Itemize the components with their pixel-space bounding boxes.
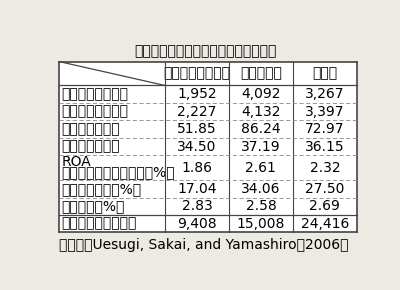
Text: 2.69: 2.69 [310,199,340,213]
Text: 2.61: 2.61 [246,161,276,175]
Text: 2.83: 2.83 [182,199,212,213]
Text: 51.85: 51.85 [177,122,217,136]
Text: 支払金利（%）: 支払金利（%） [62,199,125,213]
Text: 34.50: 34.50 [177,139,217,153]
Text: 特別保証利用企業: 特別保証利用企業 [164,66,230,81]
Text: 2.58: 2.58 [246,199,276,213]
Text: （資料）Uesugi, Sakai, and Yamashiro（2006）: （資料）Uesugi, Sakai, and Yamashiro（2006） [59,238,349,252]
Text: 1,952: 1,952 [177,87,217,101]
Text: 表１　対象企業の基礎統計（平均値）: 表１ 対象企業の基礎統計（平均値） [134,44,276,58]
Text: 売上高（百万円）: 売上高（百万円） [62,105,129,119]
Text: 17.04: 17.04 [177,182,217,196]
Text: 非利用企業: 非利用企業 [240,66,282,81]
Text: ROA: ROA [62,155,92,169]
Text: 全企業: 全企業 [312,66,338,81]
Text: 9,408: 9,408 [177,217,217,231]
Text: 企業年齢（年）: 企業年齢（年） [62,139,120,153]
Text: （営業利益総資産比率；%）: （営業利益総資産比率；%） [62,165,176,179]
Text: 24,416: 24,416 [301,217,349,231]
Text: 2.32: 2.32 [310,161,340,175]
Text: 36.15: 36.15 [305,139,345,153]
Text: 34.06: 34.06 [241,182,281,196]
Text: 3,267: 3,267 [305,87,345,101]
Text: 4,092: 4,092 [241,87,281,101]
Text: 37.19: 37.19 [241,139,281,153]
Text: 2,227: 2,227 [177,105,217,119]
Text: 72.97: 72.97 [305,122,345,136]
Text: 15,008: 15,008 [237,217,285,231]
Text: 1.86: 1.86 [182,161,212,175]
Text: 4,132: 4,132 [241,105,281,119]
Text: 27.50: 27.50 [305,182,344,196]
Text: サンプル数（延べ）: サンプル数（延べ） [62,217,137,231]
Text: 従業員数（人）: 従業員数（人） [62,122,120,136]
Text: 自己資本比率（%）: 自己資本比率（%） [62,182,142,196]
Text: 総資産（百万円）: 総資産（百万円） [62,87,129,101]
Text: 3,397: 3,397 [305,105,345,119]
Text: 86.24: 86.24 [241,122,281,136]
